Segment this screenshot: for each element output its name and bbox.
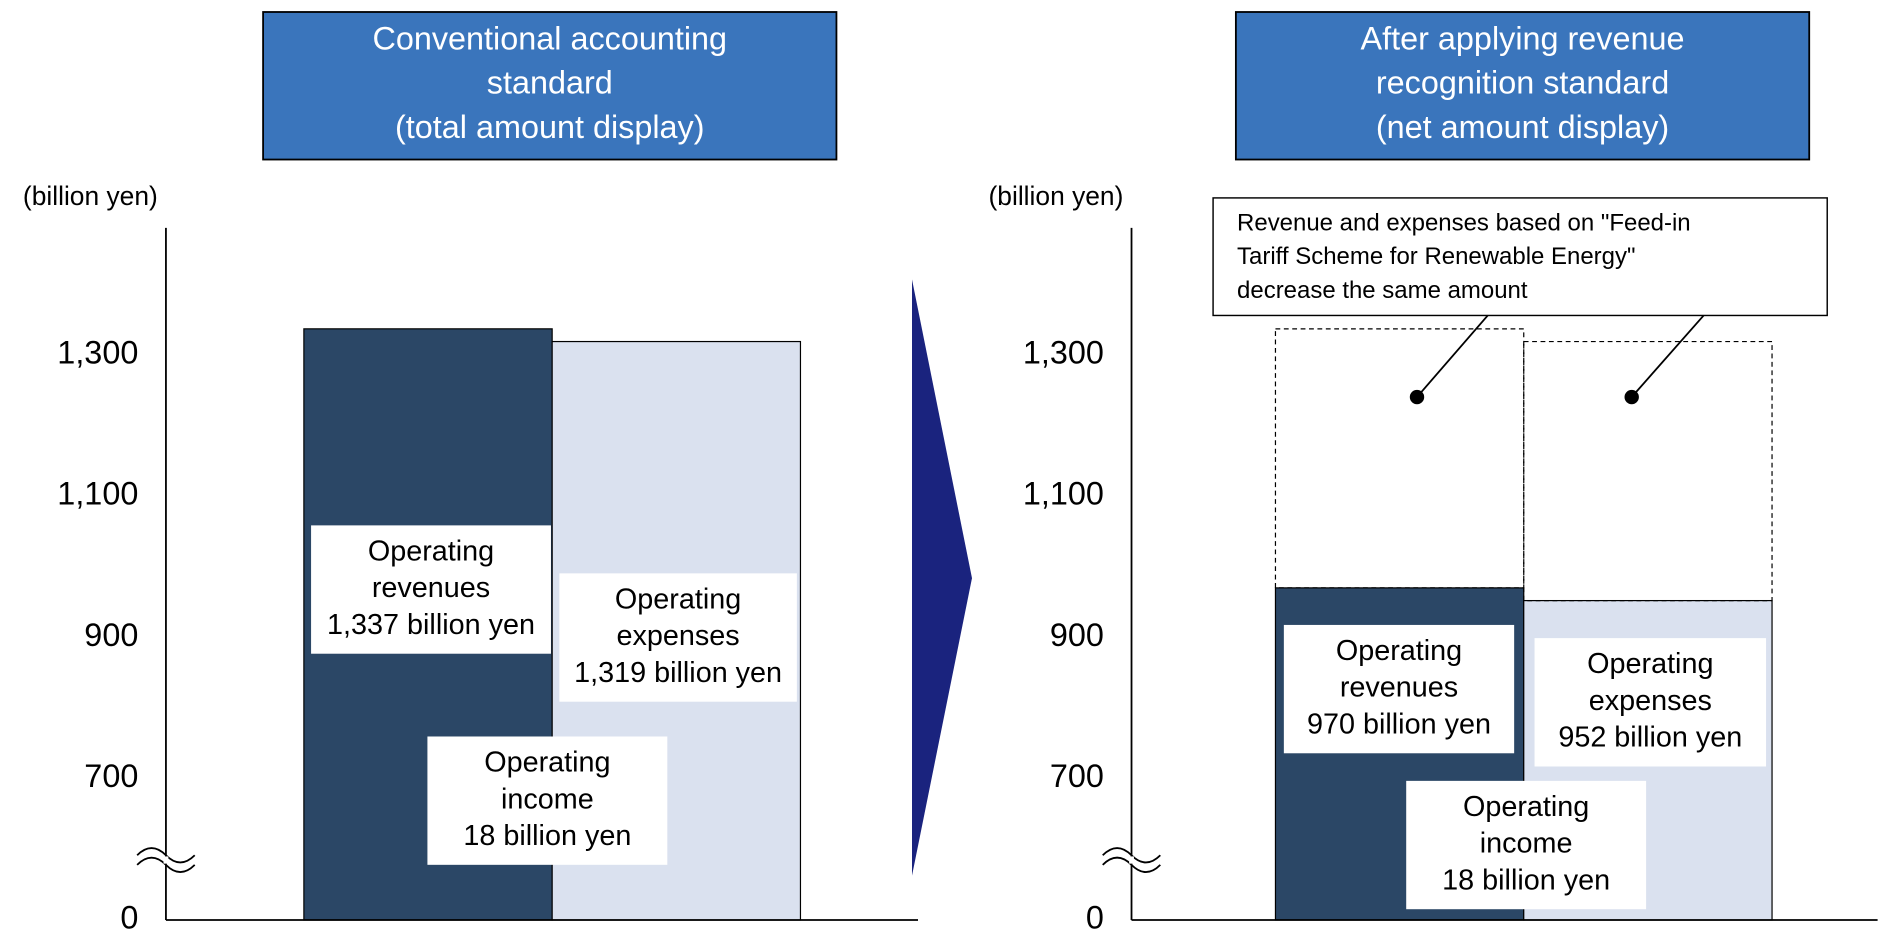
leader-line <box>1631 314 1705 398</box>
axis-break <box>136 856 196 873</box>
axis-break-gap <box>1129 856 1134 864</box>
annotation-box <box>427 736 668 865</box>
removed-bar <box>1274 328 1525 589</box>
label-line: 18 billion yen <box>463 820 631 852</box>
leader-dot <box>1624 389 1639 405</box>
callout-text: decrease the same amount <box>1237 277 1528 304</box>
label-line: income <box>501 783 594 815</box>
label-box <box>1534 638 1767 767</box>
axis-break <box>1102 856 1161 873</box>
label-box <box>1283 624 1515 754</box>
y-tick-label: 700 <box>1050 758 1104 794</box>
label-line: Operating <box>615 583 741 615</box>
callout-box <box>1212 197 1828 317</box>
label-line: Operating <box>1463 791 1589 823</box>
y-tick-label: 900 <box>84 617 138 653</box>
label-line: revenues <box>372 572 490 604</box>
chart-title: After applying revenue <box>1361 20 1685 56</box>
label-line: Operating <box>1336 635 1462 667</box>
label-line: Operating <box>368 535 494 567</box>
label-box <box>311 525 551 654</box>
y-tick-label: 0 <box>120 900 138 932</box>
label-line: Operating <box>1587 648 1713 680</box>
callout-text: Tariff Scheme for Renewable Energy" <box>1237 243 1635 270</box>
y-tick-label: 1,100 <box>1023 476 1104 512</box>
removed-bar <box>1523 340 1773 602</box>
label-line: 18 billion yen <box>1442 864 1610 896</box>
label-line: 970 billion yen <box>1307 708 1491 740</box>
y-axis-label: (billion yen) <box>23 181 158 211</box>
y-tick-label: 1,300 <box>57 335 138 371</box>
y-tick-label: 0 <box>1086 900 1104 932</box>
label-line: income <box>1480 828 1573 860</box>
callout-text: Revenue and expenses based on "Feed-in <box>1237 210 1691 237</box>
chart-title: standard <box>487 65 613 101</box>
leader-line <box>1416 314 1489 398</box>
chart-title: recognition standard <box>1376 65 1669 101</box>
label-line: 952 billion yen <box>1558 722 1742 754</box>
label-line: Operating <box>484 747 610 779</box>
annotation-box <box>1406 780 1647 910</box>
label-line: revenues <box>1340 672 1458 704</box>
label-line: 1,319 billion yen <box>574 657 782 689</box>
y-tick-label: 1,300 <box>1023 335 1104 371</box>
axis-break-gap <box>163 856 169 864</box>
axis-break <box>1102 847 1161 864</box>
label-line: 1,337 billion yen <box>327 609 535 641</box>
chart-title: (total amount display) <box>395 109 705 145</box>
label-box <box>559 573 797 702</box>
leader-dot <box>1409 389 1425 405</box>
y-tick-label: 700 <box>84 758 138 794</box>
label-line: expenses <box>617 620 740 652</box>
title-box <box>1234 11 1811 161</box>
chart-title: (net amount display) <box>1376 109 1669 145</box>
label-line: expenses <box>1589 685 1712 717</box>
title-box <box>262 11 838 161</box>
y-tick-label: 1,100 <box>57 476 138 512</box>
axis-break <box>136 847 196 864</box>
transition-arrow <box>912 279 972 876</box>
chart-title: Conventional accounting <box>372 20 727 56</box>
y-tick-label: 900 <box>1050 617 1104 653</box>
y-axis-label: (billion yen) <box>989 181 1124 211</box>
